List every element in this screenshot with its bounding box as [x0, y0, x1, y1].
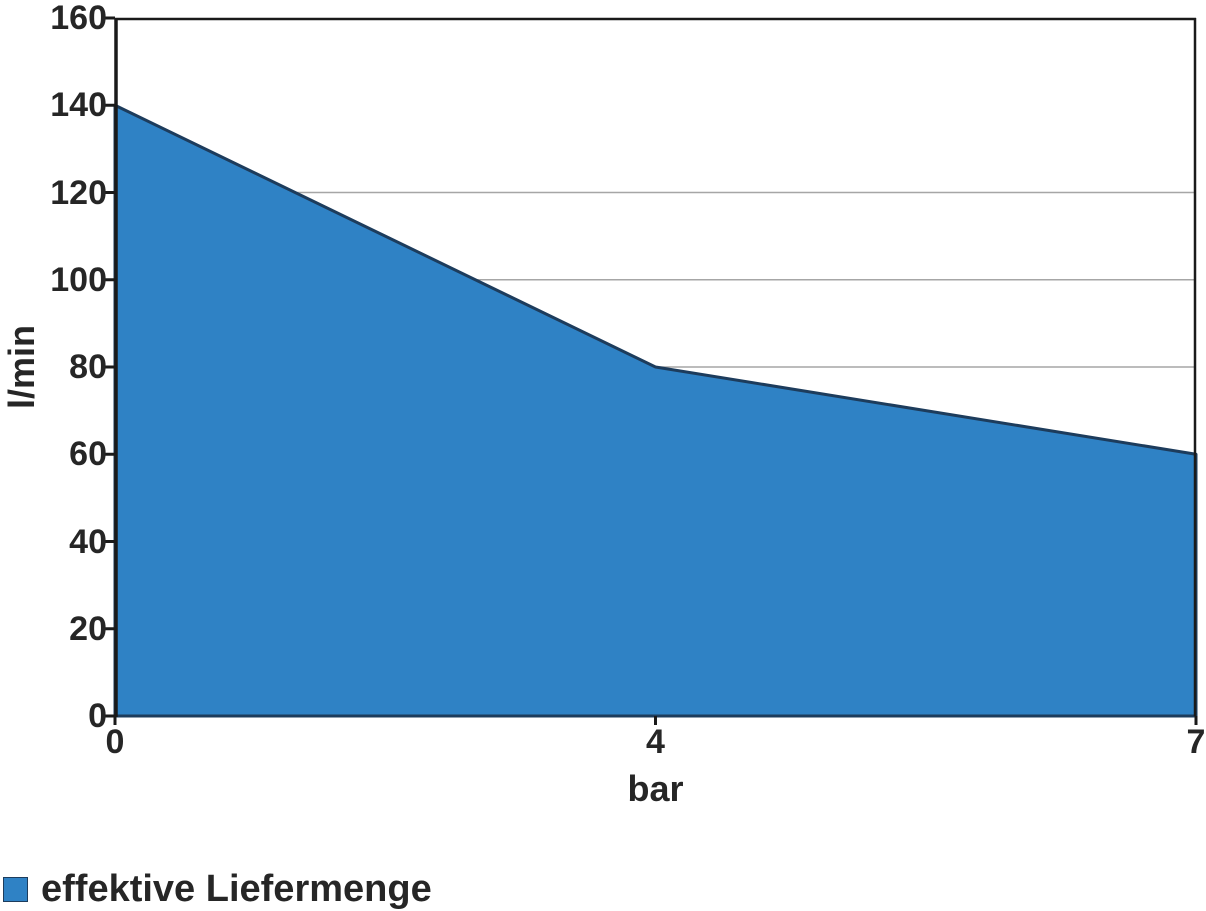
x-axis-title: bar	[627, 768, 684, 809]
legend-swatch-icon	[3, 876, 28, 902]
legend: effektive Liefermenge	[3, 870, 432, 908]
chart-plot-svg	[105, 16, 1198, 725]
y-axis-title: l/min	[1, 325, 42, 410]
legend-label: effektive Liefermenge	[41, 868, 432, 910]
area-series	[113, 103, 1198, 718]
